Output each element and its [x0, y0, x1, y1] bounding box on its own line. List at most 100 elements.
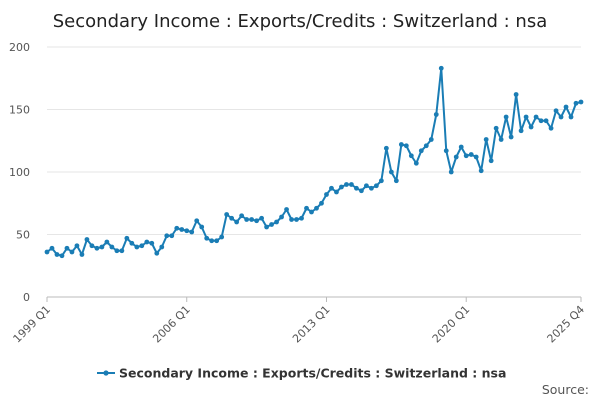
- data-point[interactable]: [508, 134, 514, 140]
- data-point[interactable]: [64, 245, 70, 251]
- data-point[interactable]: [109, 244, 115, 250]
- data-point[interactable]: [164, 233, 170, 239]
- data-point[interactable]: [139, 243, 145, 249]
- data-point[interactable]: [249, 217, 255, 222]
- data-point[interactable]: [59, 253, 65, 259]
- data-point[interactable]: [403, 143, 409, 149]
- data-point[interactable]: [334, 189, 339, 195]
- data-point[interactable]: [304, 205, 309, 211]
- data-point[interactable]: [368, 185, 374, 191]
- data-point[interactable]: [568, 114, 574, 120]
- data-point[interactable]: [573, 100, 579, 106]
- data-point[interactable]: [84, 237, 90, 242]
- data-point[interactable]: [89, 243, 95, 249]
- data-point[interactable]: [149, 240, 155, 246]
- data-point[interactable]: [169, 233, 175, 239]
- data-point[interactable]: [274, 219, 279, 225]
- data-point[interactable]: [299, 215, 304, 221]
- data-point[interactable]: [99, 244, 105, 250]
- data-point[interactable]: [134, 244, 140, 250]
- data-point[interactable]: [468, 152, 474, 157]
- data-point[interactable]: [339, 184, 344, 190]
- data-point[interactable]: [284, 207, 289, 212]
- legend[interactable]: Secondary Income : Exports/Credits : Swi…: [97, 366, 506, 381]
- data-point[interactable]: [254, 218, 260, 224]
- data-point[interactable]: [543, 118, 549, 124]
- data-point[interactable]: [309, 209, 314, 215]
- data-point[interactable]: [553, 108, 559, 114]
- data-point[interactable]: [129, 240, 135, 246]
- data-point[interactable]: [214, 238, 220, 244]
- data-point[interactable]: [209, 238, 215, 244]
- data-point[interactable]: [119, 248, 125, 254]
- data-point[interactable]: [493, 125, 499, 131]
- data-point[interactable]: [423, 143, 429, 149]
- data-point[interactable]: [453, 154, 459, 160]
- data-point[interactable]: [448, 169, 454, 175]
- data-point[interactable]: [229, 215, 235, 221]
- data-point[interactable]: [244, 217, 250, 222]
- data-point[interactable]: [418, 148, 424, 154]
- data-point[interactable]: [433, 112, 439, 117]
- data-point[interactable]: [458, 144, 464, 150]
- data-point[interactable]: [104, 239, 110, 245]
- data-point[interactable]: [558, 114, 564, 120]
- data-point[interactable]: [364, 183, 369, 189]
- data-point[interactable]: [199, 224, 205, 230]
- data-point[interactable]: [538, 118, 544, 124]
- data-point[interactable]: [488, 158, 494, 164]
- data-point[interactable]: [154, 250, 160, 256]
- data-point[interactable]: [533, 114, 539, 120]
- data-point[interactable]: [159, 244, 165, 250]
- data-point[interactable]: [413, 160, 419, 166]
- data-point[interactable]: [124, 235, 130, 241]
- data-point[interactable]: [224, 212, 230, 217]
- data-point[interactable]: [478, 168, 484, 174]
- data-point[interactable]: [498, 137, 504, 142]
- data-point[interactable]: [189, 229, 195, 235]
- data-point[interactable]: [44, 249, 50, 255]
- data-point[interactable]: [548, 125, 554, 131]
- data-point[interactable]: [144, 239, 150, 245]
- data-point[interactable]: [329, 185, 334, 191]
- data-point[interactable]: [219, 234, 225, 240]
- data-point[interactable]: [194, 218, 200, 224]
- data-point[interactable]: [528, 124, 534, 130]
- data-point[interactable]: [324, 192, 329, 197]
- data-point[interactable]: [518, 128, 524, 134]
- data-point[interactable]: [269, 222, 274, 227]
- data-point[interactable]: [388, 169, 394, 175]
- data-point[interactable]: [578, 99, 584, 105]
- data-point[interactable]: [179, 227, 185, 232]
- data-point[interactable]: [234, 219, 240, 225]
- data-point[interactable]: [359, 188, 364, 194]
- data-point[interactable]: [523, 114, 529, 120]
- data-point[interactable]: [349, 182, 354, 187]
- data-point[interactable]: [473, 154, 479, 160]
- data-point[interactable]: [344, 182, 349, 187]
- data-point[interactable]: [79, 252, 85, 257]
- data-point[interactable]: [383, 145, 389, 151]
- data-point[interactable]: [563, 104, 569, 110]
- data-point[interactable]: [354, 185, 359, 191]
- data-point[interactable]: [184, 228, 190, 234]
- data-point[interactable]: [239, 213, 245, 219]
- data-point[interactable]: [314, 205, 319, 211]
- data-point[interactable]: [319, 200, 324, 206]
- data-point[interactable]: [373, 183, 379, 189]
- data-point[interactable]: [69, 249, 75, 255]
- data-point[interactable]: [294, 217, 299, 222]
- data-point[interactable]: [49, 245, 55, 251]
- data-point[interactable]: [279, 214, 284, 220]
- data-point[interactable]: [259, 215, 264, 221]
- data-point[interactable]: [443, 148, 449, 154]
- data-point[interactable]: [463, 153, 469, 159]
- data-point[interactable]: [438, 65, 444, 71]
- data-point[interactable]: [513, 92, 519, 97]
- data-point[interactable]: [398, 142, 404, 147]
- data-point[interactable]: [204, 235, 210, 241]
- data-point[interactable]: [289, 217, 294, 222]
- data-point[interactable]: [114, 248, 120, 254]
- data-point[interactable]: [503, 114, 509, 120]
- data-point[interactable]: [54, 252, 60, 257]
